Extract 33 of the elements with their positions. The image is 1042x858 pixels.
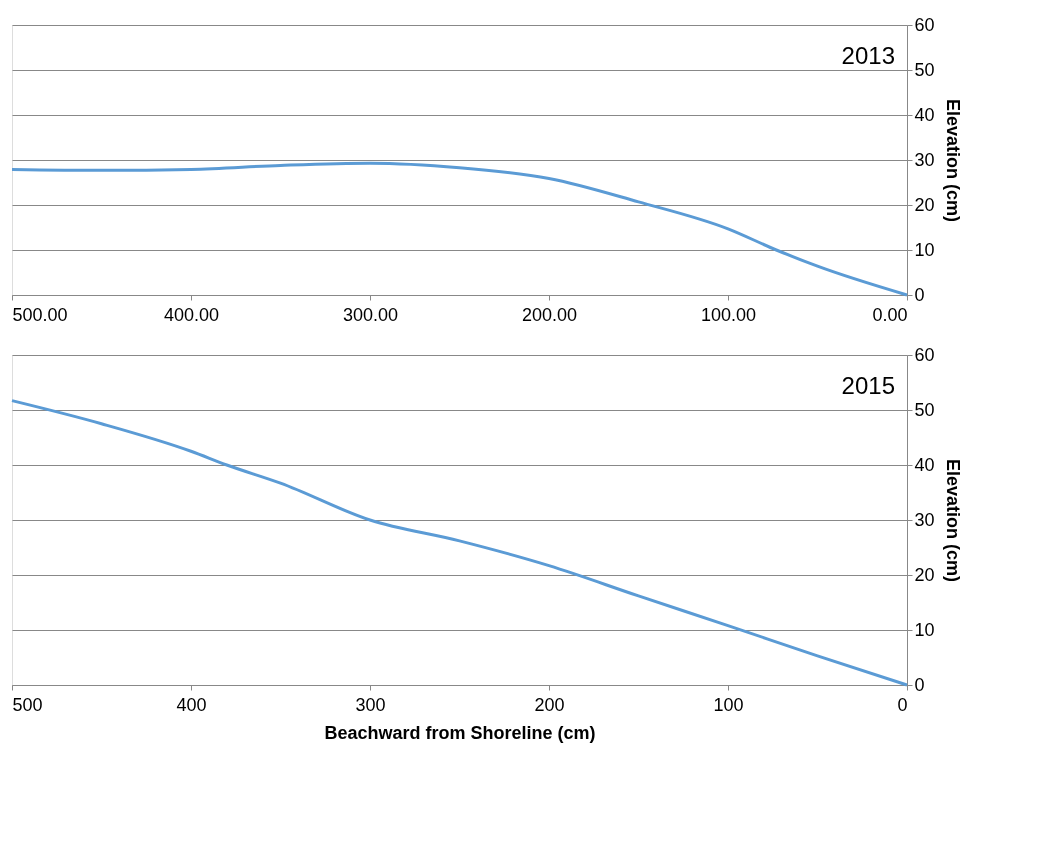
x-tick-label: 100.00 (700, 304, 757, 325)
y-tick-label: 40 (914, 454, 935, 475)
x-axis-title: Beachward from Shoreline (cm) (324, 722, 596, 743)
y-tick-label: 60 (914, 14, 935, 35)
x-tick-label: 500 (12, 694, 43, 715)
annotation: 2013 (841, 42, 895, 69)
y-tick-label: 20 (914, 194, 935, 215)
y-axis-title: Elevation (cm) (942, 98, 963, 223)
y-tick-label: 50 (914, 59, 935, 80)
y-tick-label: 0 (914, 674, 925, 695)
y-tick-label: 30 (914, 149, 935, 170)
x-tick-label: 100 (713, 694, 744, 715)
x-tick-label: 200 (534, 694, 565, 715)
x-tick-label: 0.00 (872, 304, 908, 325)
line-series (10, 399, 909, 687)
y-tick-label: 0 (914, 284, 925, 305)
x-tick-label: 400 (176, 694, 207, 715)
x-tick-label: 300.00 (342, 304, 399, 325)
x-tick-label: 300 (355, 694, 386, 715)
x-tick-label: 200.00 (521, 304, 578, 325)
annotation: 2015 (841, 372, 895, 399)
y-tick-label: 10 (914, 239, 935, 260)
x-tick-label: 0 (897, 694, 908, 715)
y-tick-label: 10 (914, 619, 935, 640)
x-tick-label: 400.00 (163, 304, 220, 325)
y-axis-title: Elevation (cm) (942, 458, 963, 583)
y-tick-label: 20 (914, 564, 935, 585)
y-tick-label: 50 (914, 399, 935, 420)
line-series (10, 161, 909, 297)
y-tick-label: 60 (914, 344, 935, 365)
y-tick-label: 30 (914, 509, 935, 530)
y-tick-label: 40 (914, 104, 935, 125)
x-tick-label: 500.00 (12, 304, 68, 325)
